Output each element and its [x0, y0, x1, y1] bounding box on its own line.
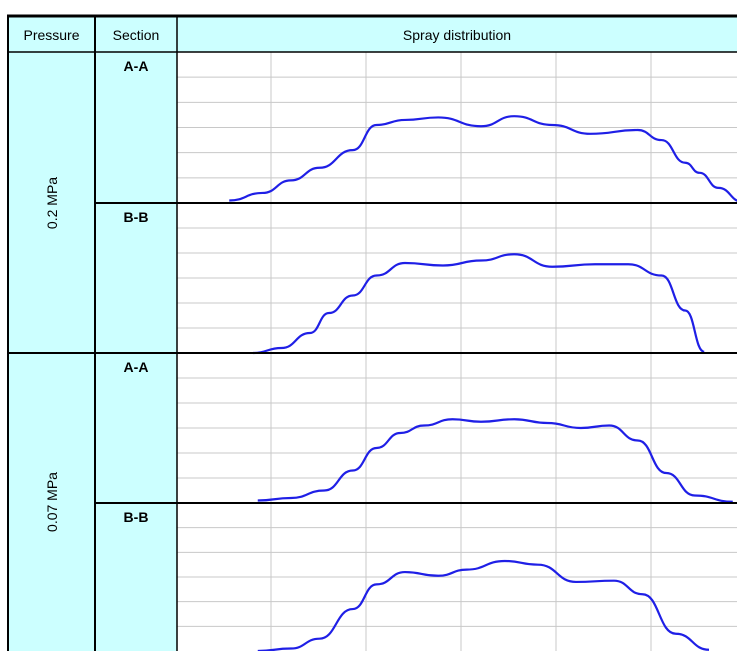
pressure-cell-0: 0.2 MPa — [8, 52, 95, 353]
distribution-curve-2 — [257, 418, 733, 503]
header-spray-distribution: Spray distribution — [177, 17, 737, 52]
section-label-1: B-B — [123, 209, 149, 225]
pressure-cell-1: 0.07 MPa — [8, 353, 95, 651]
header-pressure-label: Pressure — [23, 26, 80, 43]
section-cell-0: A-A — [95, 52, 177, 203]
section-label-0: A-A — [123, 58, 149, 74]
section-cell-2: A-A — [95, 353, 177, 503]
header-pressure: Pressure — [8, 17, 95, 52]
section-label-3: B-B — [123, 509, 149, 525]
border-layer — [7, 14, 737, 651]
grid-layer — [177, 52, 737, 651]
header-section: Section — [95, 17, 177, 52]
header-section-label: Section — [112, 26, 160, 43]
section-cell-1: B-B — [95, 203, 177, 353]
distribution-curve-1 — [252, 253, 705, 355]
header-spray-label: Spray distribution — [402, 26, 512, 43]
curve-layer — [229, 115, 737, 651]
distribution-curve-3 — [257, 559, 710, 651]
distribution-curve-0 — [229, 115, 737, 202]
section-label-2: A-A — [123, 359, 149, 375]
section-cell-3: B-B — [95, 503, 177, 651]
